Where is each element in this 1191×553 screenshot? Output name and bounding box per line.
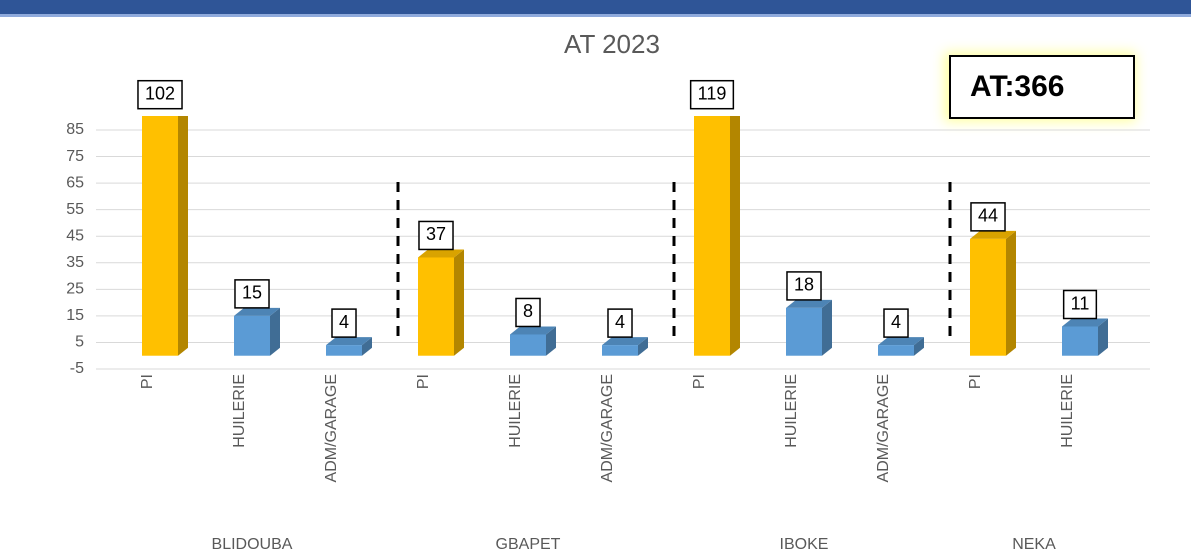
bar: [1062, 326, 1098, 356]
data-label-box: [1062, 289, 1098, 320]
y-tick-label: 35: [66, 254, 84, 271]
data-label-box: [970, 202, 1006, 232]
bar: [694, 116, 730, 356]
data-label: 4: [339, 312, 349, 332]
data-label-box: [883, 308, 909, 338]
bar-3d: [970, 230, 1016, 356]
data-label: 11: [1071, 293, 1090, 313]
x-tick-label: ADM/GARAGE: [875, 374, 892, 482]
y-tick-label: 65: [66, 174, 84, 191]
x-tick-label: HUILERIE: [507, 374, 524, 448]
bar: [142, 116, 178, 356]
y-tick-label: 75: [66, 148, 84, 165]
bar: [418, 257, 454, 356]
bar: [970, 238, 1006, 356]
y-tick-label: 85: [66, 121, 84, 138]
bar: [326, 345, 362, 356]
chart-title: AT 2023: [564, 29, 660, 59]
bar-side: [638, 337, 648, 356]
y-tick-label: -5: [70, 360, 84, 377]
bar-top: [786, 299, 832, 308]
bar-3d: [326, 337, 372, 356]
bar-side: [362, 337, 372, 356]
bar-3d: [786, 299, 832, 356]
annotation: AT:366: [970, 70, 1064, 103]
x-tick-label: PI: [139, 374, 156, 389]
bar-side: [914, 337, 924, 356]
y-tick-label: 25: [66, 281, 84, 298]
bar-3d: [418, 249, 464, 356]
data-label-box: [786, 271, 822, 301]
bar-top: [418, 249, 464, 258]
bar-3d: [694, 32, 740, 356]
data-label: 4: [891, 312, 901, 332]
bar-top: [878, 337, 924, 346]
x-tick-label: ADM/GARAGE: [323, 374, 340, 482]
bar-3d: [602, 337, 648, 356]
y-tick-label: 55: [66, 201, 84, 218]
bar-side: [270, 307, 280, 356]
data-label: 8: [523, 301, 533, 321]
bar-top: [694, 32, 740, 40]
bar-top: [602, 337, 648, 346]
header-band: [0, 0, 1191, 14]
bar-3d: [878, 337, 924, 356]
x-tick-label: HUILERIE: [1059, 374, 1076, 448]
bar-side: [1098, 318, 1108, 356]
bar-side: [822, 299, 832, 356]
y-tick-label: 15: [66, 307, 84, 324]
bar-3d: [142, 116, 188, 356]
bar-top: [970, 230, 1016, 239]
data-label: 44: [978, 206, 998, 226]
group-label: NEKA: [1012, 536, 1056, 553]
data-label: 102: [145, 83, 175, 103]
group-label: GBAPET: [496, 536, 561, 553]
bar: [602, 345, 638, 356]
bar: [786, 307, 822, 356]
bar: [234, 315, 270, 356]
data-label-box: [689, 79, 735, 110]
y-tick-label: 45: [66, 227, 84, 244]
bar-top: [234, 307, 280, 316]
bar-side: [730, 116, 740, 356]
bar-3d: [1062, 318, 1108, 356]
data-label-box: [137, 79, 183, 110]
bar-side: [178, 116, 188, 356]
bar-top: [326, 337, 372, 346]
data-label: 18: [794, 275, 814, 295]
data-label: 4: [615, 312, 625, 332]
bar-top: [510, 326, 556, 335]
data-label-box: [331, 308, 357, 338]
x-tick-label: HUILERIE: [783, 374, 800, 448]
data-label: 119: [698, 83, 727, 103]
annotation-box: [949, 55, 1135, 119]
bar-side: [1006, 230, 1016, 356]
bar-side: [454, 249, 464, 356]
bars: [142, 32, 1108, 356]
x-tick-label: PI: [967, 374, 984, 389]
bar-side: [546, 326, 556, 356]
header-line: [0, 14, 1191, 17]
x-tick-label: ADM/GARAGE: [599, 374, 616, 482]
x-tick-label: PI: [415, 374, 432, 389]
group-label: IBOKE: [780, 536, 829, 553]
bar-3d: [234, 307, 280, 356]
data-label-box: [607, 308, 633, 338]
bar-3d: [510, 326, 556, 356]
data-label: 15: [242, 283, 262, 303]
data-label-box: [418, 220, 454, 251]
x-tick-label: HUILERIE: [231, 374, 248, 448]
group-label: BLIDOUBA: [212, 536, 293, 553]
data-label-box: [234, 279, 270, 309]
bar: [510, 334, 546, 356]
bar-top: [1062, 318, 1108, 327]
data-label-box: [515, 297, 541, 328]
bar: [878, 345, 914, 356]
x-tick-label: PI: [691, 374, 708, 389]
data-label: 37: [426, 224, 446, 244]
y-tick-label: 5: [75, 334, 84, 351]
